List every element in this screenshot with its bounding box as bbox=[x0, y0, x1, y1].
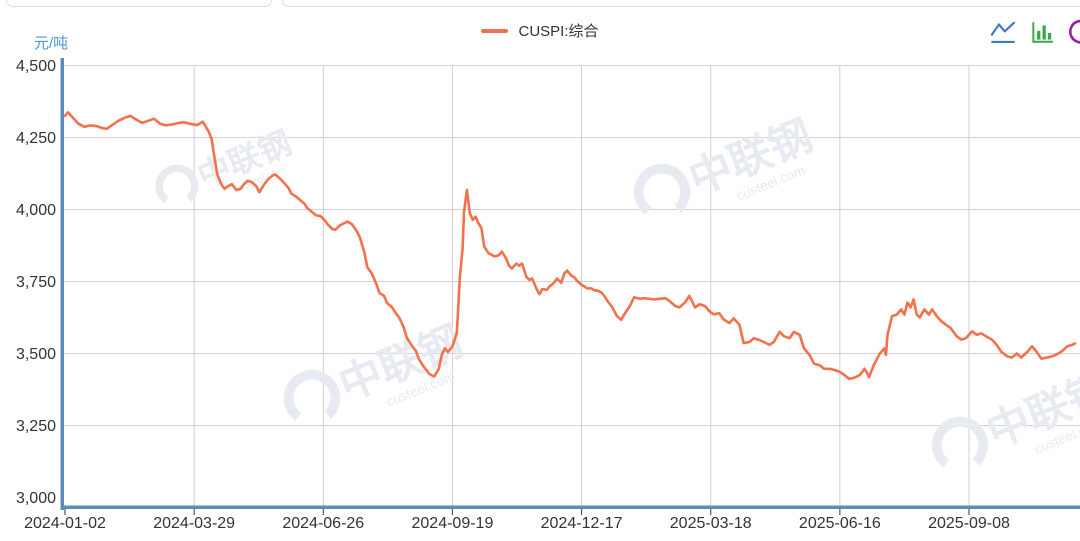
y-tick-label: 4,250 bbox=[16, 130, 56, 147]
x-tick-label: 2024-06-26 bbox=[282, 515, 364, 532]
x-tick-label: 2024-03-29 bbox=[153, 515, 235, 532]
legend-label: CUSPI:综合 bbox=[518, 23, 599, 40]
line-chart-view-button[interactable] bbox=[988, 17, 1018, 47]
x-tick-label: 2024-12-17 bbox=[541, 515, 623, 532]
x-axis-line bbox=[60, 505, 1080, 509]
y-tick-label: 3,000 bbox=[16, 490, 56, 507]
x-tick-label: 2024-01-02 bbox=[24, 515, 106, 532]
y-tick-label: 4,500 bbox=[16, 58, 56, 75]
y-tick-label: 3,250 bbox=[16, 418, 56, 435]
x-tick-label: 2025-09-08 bbox=[928, 515, 1010, 532]
x-tick-label: 2024-09-19 bbox=[412, 515, 494, 532]
y-tick-label: 4,000 bbox=[16, 202, 56, 219]
line-chart-icon bbox=[990, 21, 1016, 43]
legend-line-marker bbox=[481, 28, 509, 33]
series-line-cuspi bbox=[63, 111, 1077, 381]
top-right-panel-edge bbox=[282, 0, 1080, 7]
legend: CUSPI:综合 bbox=[0, 20, 1080, 41]
y-axis-line bbox=[60, 58, 64, 510]
y-tick-label: 3,750 bbox=[16, 274, 56, 291]
bar-chart-view-button[interactable] bbox=[1027, 17, 1057, 47]
y-tick-label: 3,500 bbox=[16, 346, 56, 363]
legend-item-cuspi[interactable]: CUSPI:综合 bbox=[481, 20, 599, 41]
bar-chart-icon bbox=[1032, 22, 1053, 43]
x-tick-label: 2025-03-18 bbox=[670, 515, 752, 532]
y-axis-unit-label: 元/吨 bbox=[34, 35, 69, 52]
x-tick-label: 2025-06-16 bbox=[799, 515, 881, 532]
